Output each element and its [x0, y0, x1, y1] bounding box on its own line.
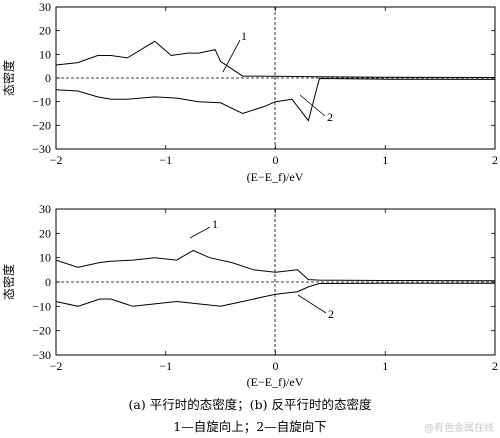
y-tick-label: 30 — [39, 0, 51, 14]
series-spin-up-line — [55, 249, 496, 282]
y-tick-label: −30 — [32, 142, 51, 156]
series-spin-down-line — [55, 77, 496, 122]
leader-line-1 — [222, 39, 241, 73]
y-tick-label: −20 — [32, 324, 51, 338]
y-axis-label: 态密度 — [1, 264, 16, 300]
caption-line-2: 1—自旋向上；2—自旋向下 — [173, 419, 327, 434]
y-axis-label: 态密度 — [1, 60, 16, 96]
leader-line-1 — [189, 226, 211, 239]
y-tick-labels: −30 −20 −10 0 10 20 30 — [32, 202, 51, 362]
series-spin-down-line — [55, 282, 495, 307]
x-tick-labels: −2 −1 0 1 2 — [50, 153, 498, 167]
x-tick-label: 0 — [273, 153, 279, 167]
x-tick-label: −1 — [159, 153, 172, 167]
x-axis-label: (E−E_f)/eV — [247, 375, 304, 389]
tick-marks — [55, 6, 496, 150]
y-tick-label: −10 — [32, 95, 51, 109]
x-tick-label: 0 — [273, 359, 279, 373]
series-spin-up-line — [55, 40, 496, 78]
x-tick-label: 2 — [492, 153, 498, 167]
y-tick-label: 30 — [39, 202, 51, 216]
leader-line-2 — [297, 294, 327, 314]
y-tick-label: 20 — [39, 24, 51, 38]
x-tick-label: −1 — [159, 359, 172, 373]
y-tick-label: −30 — [32, 348, 51, 362]
x-tick-label: 1 — [382, 359, 388, 373]
y-tick-label: 10 — [39, 251, 51, 265]
y-tick-label: 20 — [39, 226, 51, 240]
x-tick-labels: −2 −1 0 1 2 — [50, 359, 498, 373]
x-tick-label: −2 — [50, 359, 63, 373]
tick-marks — [55, 208, 496, 356]
x-axis-label: (E−E_f)/eV — [247, 170, 304, 184]
y-tick-label: 0 — [45, 71, 51, 85]
x-tick-label: 1 — [382, 153, 388, 167]
caption-line-1: (a) 平行时的态密度；(b) 反平行时的态密度 — [128, 397, 372, 412]
y-tick-label: −10 — [32, 299, 51, 313]
watermark: @有色金属在线 — [424, 423, 494, 434]
y-tick-label: 10 — [39, 47, 51, 61]
annotation-2: 2 — [327, 110, 333, 124]
x-tick-label: 2 — [492, 359, 498, 373]
annotation-1: 1 — [241, 29, 247, 43]
annotation-2: 2 — [328, 307, 334, 321]
y-tick-label: 0 — [45, 275, 51, 289]
y-tick-label: −20 — [32, 118, 51, 132]
leader-line-2 — [299, 94, 326, 117]
x-tick-label: −2 — [50, 153, 63, 167]
y-tick-labels: −30 −20 −10 0 10 20 30 — [32, 0, 51, 156]
annotation-1: 1 — [212, 217, 218, 231]
